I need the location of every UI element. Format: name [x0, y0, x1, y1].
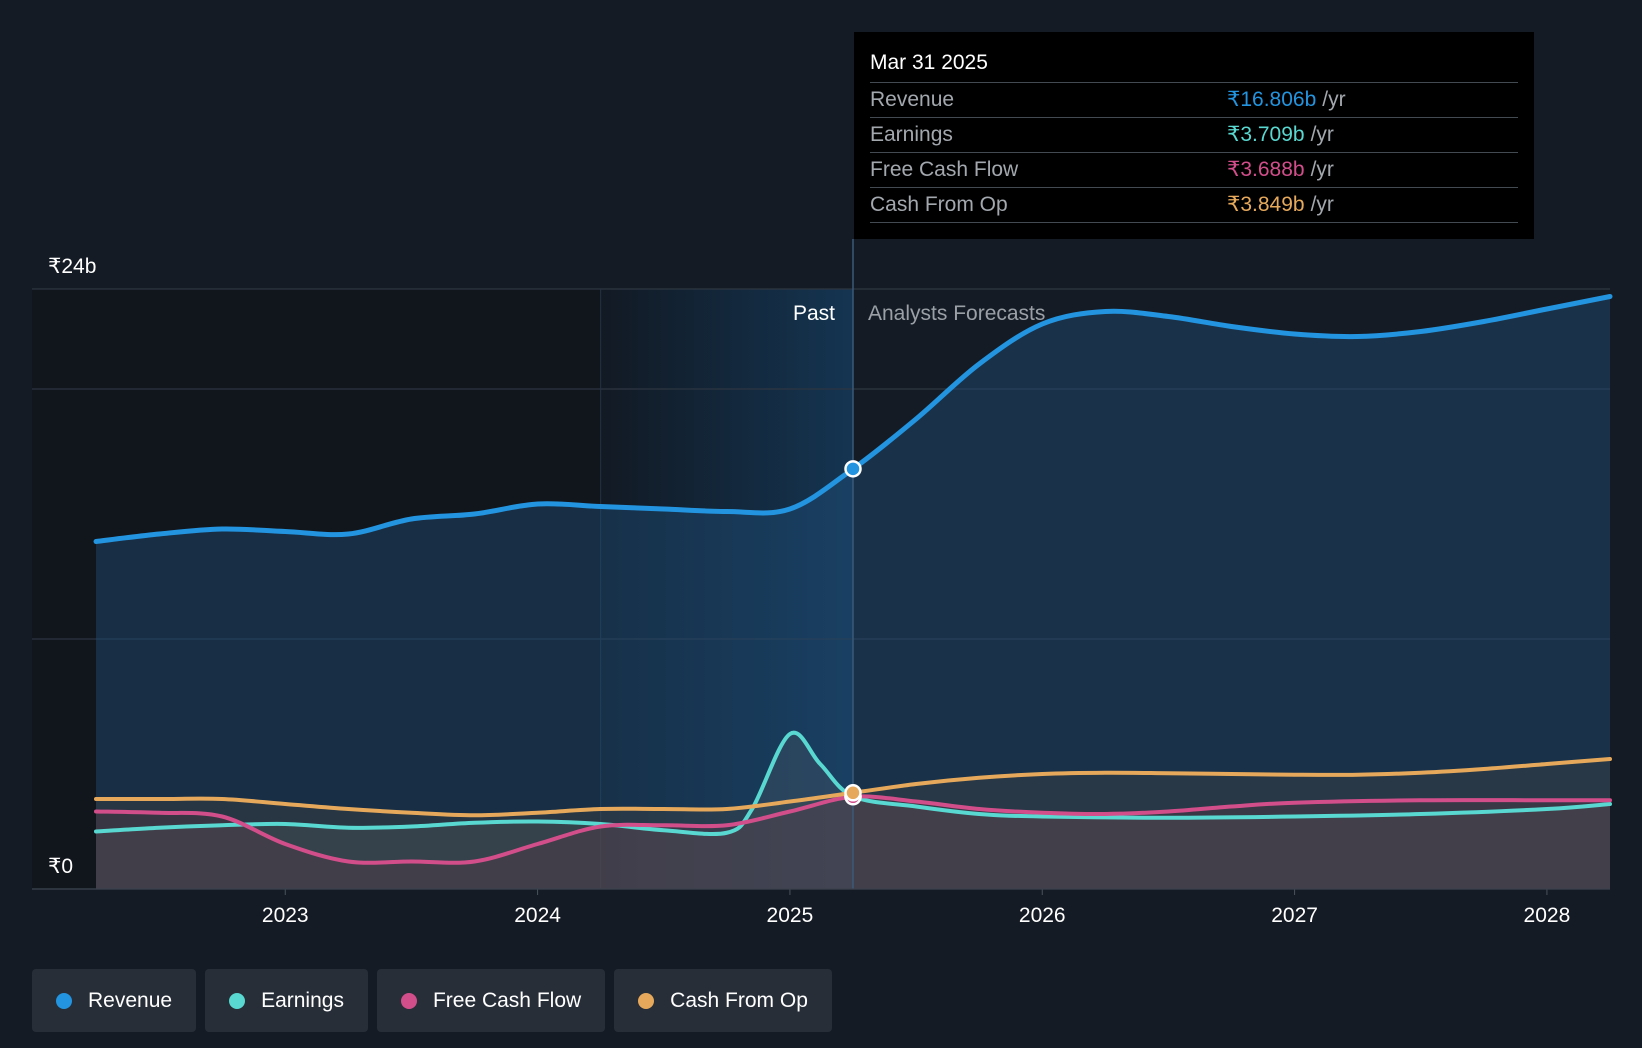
- x-tick-label-2025: 2025: [767, 904, 814, 927]
- tooltip-row-label: Cash From Op: [870, 193, 1008, 216]
- legend-item-cash-from-op[interactable]: Cash From Op: [614, 969, 832, 1032]
- legend-label: Revenue: [88, 988, 173, 1012]
- x-tick-label-2027: 2027: [1271, 904, 1318, 927]
- past-label: Past: [793, 302, 835, 325]
- legend-label: Earnings: [261, 988, 344, 1012]
- tooltip-row-unit: /yr: [1322, 88, 1346, 111]
- x-tick-label-2024: 2024: [514, 904, 561, 927]
- legend-item-free-cash-flow[interactable]: Free Cash Flow: [376, 969, 606, 1032]
- y-tick-label-bottom: ₹0: [48, 855, 73, 878]
- tooltip-rows: Revenue ₹16.806b/yr Earnings ₹3.709b/yr Free…: [870, 83, 1518, 223]
- free-cash-flow-line: [94, 794, 1612, 865]
- tooltip-row-value: ₹3.688b: [1227, 158, 1305, 181]
- tooltip-row-label: Revenue: [870, 88, 955, 111]
- y-tick-label-top: ₹24b: [48, 255, 96, 278]
- tooltip-row: Revenue ₹16.806b/yr: [870, 83, 1518, 118]
- tooltip-row-label: Free Cash Flow: [870, 158, 1019, 181]
- x-tick-label-2028: 2028: [1524, 904, 1571, 927]
- cash-from-op-marker: [844, 784, 862, 802]
- tooltip-row-value: ₹3.849b: [1227, 193, 1305, 216]
- tooltip: Mar 31 2025 Revenue ₹16.806b/yr Earnings ₹3…: [854, 32, 1534, 239]
- tooltip-row-value: ₹3.709b: [1227, 123, 1305, 146]
- earnings-line: [94, 730, 1612, 837]
- tooltip-row: Earnings ₹3.709b/yr: [870, 118, 1518, 153]
- revenue-marker: [844, 460, 862, 478]
- x-tick-label-2023: 2023: [262, 904, 309, 927]
- forecast-label: Analysts Forecasts: [868, 302, 1045, 325]
- x-axis-labels: 2023 2024 2025 2026 2027 2028: [32, 888, 1610, 927]
- chart-area: Past Analysts Forecasts ₹24b₹0 2023 2024 2…: [32, 239, 1613, 927]
- legend-dot-icon: [229, 992, 246, 1009]
- tooltip-date: Mar 31 2025: [870, 46, 1518, 83]
- legend-label: Cash From Op: [670, 988, 808, 1012]
- y-axis-labels: ₹24b ₹0: [48, 255, 96, 878]
- tooltip-row-unit: /yr: [1310, 158, 1334, 181]
- legend-dot-icon: [400, 992, 417, 1009]
- legend-item-revenue[interactable]: Revenue: [32, 969, 197, 1032]
- tooltip-row-unit: /yr: [1310, 193, 1334, 216]
- tooltip-row-value: ₹16.806b: [1227, 88, 1317, 111]
- legend-dot-icon: [56, 992, 72, 1009]
- legend-item-earnings[interactable]: Earnings: [205, 969, 368, 1032]
- legend-dot-icon: [638, 992, 655, 1009]
- legend: Revenue Earnings Free Cash Flow Cash From O…: [32, 969, 832, 1032]
- tooltip-row: Free Cash Flow ₹3.688b/yr: [870, 153, 1518, 188]
- x-tick-label-2026: 2026: [1019, 904, 1066, 927]
- tooltip-row-label: Earnings: [870, 123, 953, 146]
- tooltip-row-unit: /yr: [1310, 123, 1334, 146]
- hover-markers: [844, 460, 862, 806]
- legend-label: Free Cash Flow: [432, 988, 582, 1012]
- tooltip-row: Cash From Op ₹3.849b/yr: [870, 188, 1518, 223]
